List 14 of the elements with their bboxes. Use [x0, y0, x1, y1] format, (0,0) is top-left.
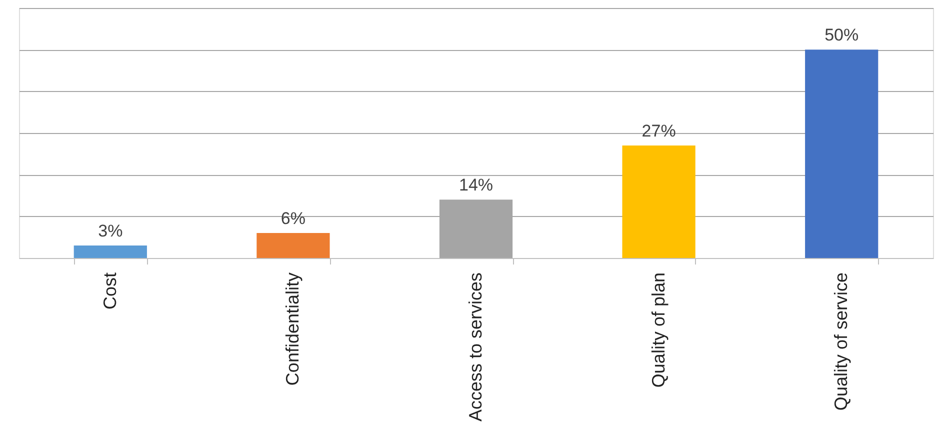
bar	[622, 146, 696, 258]
x-tick-label: Access to services	[466, 272, 486, 422]
data-label: 14%	[458, 176, 494, 195]
bar	[74, 246, 147, 258]
x-tick-label: Confidentiality	[282, 272, 303, 386]
data-label: 3%	[98, 222, 123, 240]
data-label: 27%	[642, 122, 676, 140]
x-tick-label: Quality of plan	[648, 272, 668, 388]
x-tick-label: Quality of service	[831, 272, 852, 411]
data-label: 50%	[824, 26, 859, 45]
bar	[256, 233, 330, 258]
bar	[805, 50, 878, 258]
data-label: 6%	[280, 209, 306, 228]
x-tick-label: Cost	[100, 272, 120, 310]
